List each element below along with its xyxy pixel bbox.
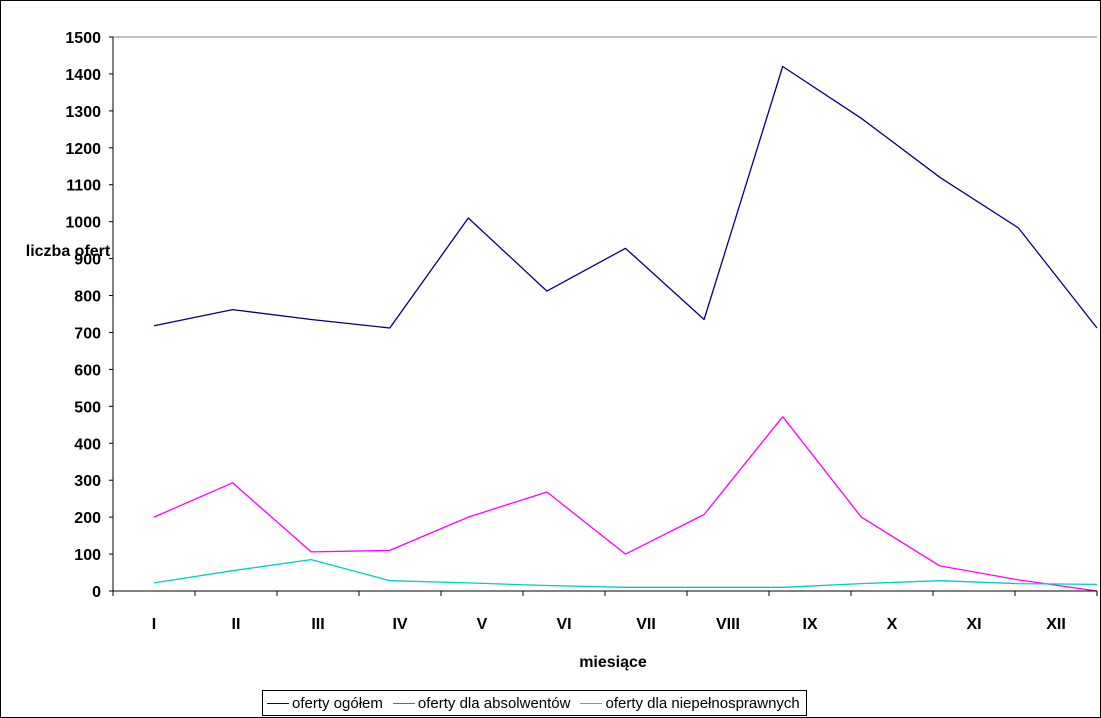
- legend-label-graduates: oferty dla absolwentów: [417, 694, 571, 712]
- y-tick-label: 300: [74, 473, 101, 490]
- series-line-2: [153, 558, 1098, 588]
- axis-layer: 0 100 200 300 400 500 600 700 800 900 1000 1100 1200…: [65, 30, 1098, 633]
- y-tick-label: 200: [74, 510, 101, 527]
- legend-swatch-graduates: [392, 702, 415, 704]
- x-tick-label: IV: [392, 616, 407, 633]
- x-tick-label: IX: [802, 616, 817, 633]
- series-line-0: [153, 65, 1098, 329]
- y-tick-label: 1000: [65, 215, 101, 232]
- y-tick-label: 800: [74, 289, 101, 306]
- y-tick-label: 1400: [65, 67, 101, 84]
- x-tick-label: II: [232, 616, 241, 633]
- y-tick-label: 600: [74, 362, 101, 379]
- y-tick-label: 500: [74, 399, 101, 416]
- y-tick-label: 1500: [65, 30, 101, 47]
- x-tick-label: XI: [966, 616, 981, 633]
- x-tick-label: VI: [556, 616, 571, 633]
- legend-item-disabled: oferty dla niepełnosprawnych: [580, 694, 800, 712]
- legend-item-total: oferty ogółem: [267, 695, 383, 712]
- series-line-1: [153, 416, 1098, 592]
- x-tick-label: VIII: [716, 616, 740, 633]
- legend: oferty ogółem oferty dla absolwentów ofe…: [262, 690, 807, 716]
- y-tick-label: 700: [74, 325, 101, 342]
- y-tick-label: 0: [92, 584, 101, 601]
- x-tick-label: XII: [1046, 616, 1066, 633]
- legend-swatch-total: [267, 702, 289, 704]
- x-tick-label: I: [152, 616, 156, 633]
- y-tick-label: 900: [74, 252, 101, 269]
- y-tick-label: 400: [74, 436, 101, 453]
- x-tick-label: V: [477, 616, 488, 633]
- y-tick-label: 1200: [65, 141, 101, 158]
- series-layer: [153, 65, 1098, 592]
- y-tick-label: 100: [74, 547, 101, 564]
- legend-label-total: oferty ogółem: [292, 694, 383, 712]
- y-axis-title: liczba ofert: [26, 243, 111, 260]
- x-tick-label: III: [311, 616, 324, 633]
- x-axis-title: miesiące: [579, 654, 647, 671]
- y-tick-label: 1300: [65, 104, 101, 121]
- x-tick-label: VII: [636, 616, 656, 633]
- legend-label-disabled: oferty dla niepełnosprawnych: [605, 694, 800, 712]
- legend-swatch-disabled: [580, 702, 603, 704]
- y-tick-label: 1100: [66, 178, 101, 195]
- legend-item-graduates: oferty dla absolwentów: [392, 694, 571, 712]
- x-tick-label: X: [887, 616, 898, 633]
